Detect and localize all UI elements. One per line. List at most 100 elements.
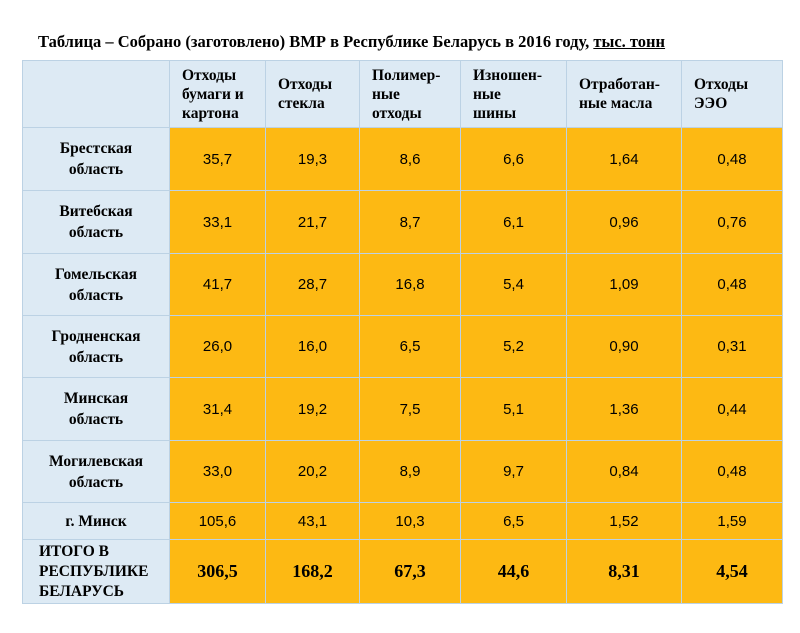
header-corner (22, 60, 170, 128)
value-cell: 7,5 (359, 377, 461, 441)
header-row: Отходы бумаги и картона Отходы стекла По… (22, 60, 783, 128)
value-cell: 43,1 (265, 502, 360, 540)
value-cell: 21,7 (265, 190, 360, 254)
header-tires: Изношен- ные шины (460, 60, 567, 128)
value-cell: 105,6 (169, 502, 266, 540)
region-line: область (68, 286, 124, 304)
value-cell: 9,7 (460, 440, 567, 503)
value-cell: 33,0 (169, 440, 266, 503)
table-row: Минская область 31,4 19,2 7,5 5,1 1,36 0… (22, 377, 783, 441)
region-line: г. Минск (65, 512, 127, 530)
header-line: Отработан- (579, 76, 660, 93)
value-cell: 5,4 (460, 253, 567, 316)
value-cell: 31,4 (169, 377, 266, 441)
region-line: область (68, 348, 124, 366)
value-cell: 0,84 (566, 440, 682, 503)
header-line: шины (473, 104, 517, 122)
value-cell: 1,52 (566, 502, 682, 540)
region-line: Брестская (59, 140, 133, 157)
value-cell: 8,9 (359, 440, 461, 503)
caption-units: тыс. тонн (593, 32, 666, 51)
table-row: Брестская область 35,7 19,3 8,6 6,6 1,64… (22, 127, 783, 191)
table-row: Витебская область 33,1 21,7 8,7 6,1 0,96… (22, 190, 783, 254)
value-cell: 1,64 (566, 127, 682, 191)
region-cell: Гродненская область (22, 315, 170, 378)
header-polymer: Полимер- ные отходы (359, 60, 461, 128)
region-line: Минская (63, 390, 129, 407)
total-value-cell: 8,31 (566, 539, 682, 604)
value-cell: 0,48 (681, 440, 783, 503)
header-line: картона (182, 104, 239, 122)
header-line: ные (372, 85, 400, 103)
value-cell: 1,59 (681, 502, 783, 540)
value-cell: 16,0 (265, 315, 360, 378)
total-value-cell: 168,2 (265, 539, 360, 604)
total-value-cell: 4,54 (681, 539, 783, 604)
total-label-cell: ИТОГО В РЕСПУБЛИКЕ БЕЛАРУСЬ (22, 539, 170, 604)
total-label-line: ИТОГО В (39, 542, 109, 560)
region-cell: Могилевская область (22, 440, 170, 503)
table-row: Могилевская область 33,0 20,2 8,9 9,7 0,… (22, 440, 783, 503)
value-cell: 0,48 (681, 253, 783, 316)
value-cell: 8,7 (359, 190, 461, 254)
header-line: ные (473, 85, 501, 103)
value-cell: 41,7 (169, 253, 266, 316)
value-cell: 6,1 (460, 190, 567, 254)
header-line: Полимер- (372, 66, 441, 84)
value-cell: 33,1 (169, 190, 266, 254)
value-cell: 0,44 (681, 377, 783, 441)
table-row: Гродненская область 26,0 16,0 6,5 5,2 0,… (22, 315, 783, 378)
value-cell: 0,31 (681, 315, 783, 378)
region-line: область (68, 473, 124, 491)
total-value-cell: 44,6 (460, 539, 567, 604)
header-paper: Отходы бумаги и картона (169, 60, 266, 128)
table-row: Гомельская область 41,7 28,7 16,8 5,4 1,… (22, 253, 783, 316)
region-line: Витебская (59, 203, 133, 220)
header-line: ЭЭО (694, 95, 728, 112)
region-cell: г. Минск (22, 502, 170, 540)
value-cell: 1,36 (566, 377, 682, 441)
value-cell: 26,0 (169, 315, 266, 378)
value-cell: 35,7 (169, 127, 266, 191)
region-line: область (68, 161, 124, 178)
region-cell: Гомельская область (22, 253, 170, 316)
value-cell: 20,2 (265, 440, 360, 503)
value-cell: 0,76 (681, 190, 783, 254)
header-line: Отходы (694, 76, 749, 93)
header-line: бумаги и (182, 85, 244, 103)
region-line: область (68, 224, 124, 241)
total-label-line: РЕСПУБЛИКЕ (39, 562, 149, 580)
header-line: Отходы (182, 66, 237, 84)
value-cell: 5,2 (460, 315, 567, 378)
value-cell: 16,8 (359, 253, 461, 316)
total-label-line: БЕЛАРУСЬ (39, 582, 125, 600)
total-row: ИТОГО В РЕСПУБЛИКЕ БЕЛАРУСЬ 306,5 168,2 … (22, 539, 783, 604)
total-value-cell: 306,5 (169, 539, 266, 604)
value-cell: 6,6 (460, 127, 567, 191)
value-cell: 5,1 (460, 377, 567, 441)
header-glass: Отходы стекла (265, 60, 360, 128)
value-cell: 8,6 (359, 127, 461, 191)
waste-collection-table: Отходы бумаги и картона Отходы стекла По… (22, 60, 783, 604)
value-cell: 1,09 (566, 253, 682, 316)
header-line: стекла (278, 95, 325, 112)
value-cell: 0,90 (566, 315, 682, 378)
header-line: Изношен- (473, 66, 543, 84)
region-line: Могилевская (49, 452, 143, 470)
header-oils: Отработан- ные масла (566, 60, 682, 128)
value-cell: 0,48 (681, 127, 783, 191)
region-line: Гродненская (51, 327, 141, 345)
value-cell: 0,96 (566, 190, 682, 254)
value-cell: 19,2 (265, 377, 360, 441)
header-line: отходы (372, 104, 422, 122)
table-row: г. Минск 105,6 43,1 10,3 6,5 1,52 1,59 (22, 502, 783, 540)
header-eee: Отходы ЭЭО (681, 60, 783, 128)
region-cell: Брестская область (22, 127, 170, 191)
value-cell: 28,7 (265, 253, 360, 316)
header-line: ные масла (579, 95, 653, 112)
caption-title: Таблица – Собрано (заготовлено) ВМР в Ре… (38, 32, 590, 51)
value-cell: 6,5 (359, 315, 461, 378)
table-caption: Таблица – Собрано (заготовлено) ВМР в Ре… (38, 32, 665, 52)
header-line: Отходы (278, 76, 333, 93)
total-value-cell: 67,3 (359, 539, 461, 604)
